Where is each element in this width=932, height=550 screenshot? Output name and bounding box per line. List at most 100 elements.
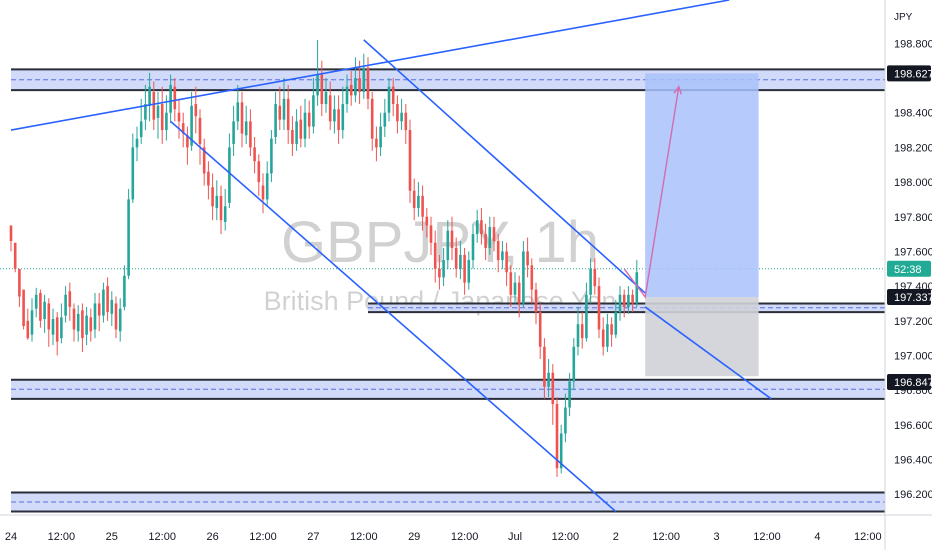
candle-23 <box>106 277 109 321</box>
candle-4 <box>26 308 30 340</box>
candle-105 <box>450 216 454 261</box>
candle-body-148 <box>631 294 634 304</box>
candle-body-36 <box>160 104 164 131</box>
candle-body-52 <box>228 147 231 203</box>
candle-20 <box>93 293 97 339</box>
candle-body-23 <box>106 286 109 313</box>
candle-102 <box>438 254 441 290</box>
candle-49 <box>215 180 219 221</box>
y-tick-label-3: 198.000 <box>894 177 932 189</box>
candle-body-121 <box>517 282 521 304</box>
candle-body-16 <box>76 313 80 332</box>
candle-134 <box>572 338 576 391</box>
candle-body-137 <box>585 294 588 339</box>
candle-body-48 <box>211 187 214 207</box>
candle-43 <box>190 91 193 151</box>
candle-96 <box>412 178 416 221</box>
candle-body-73 <box>316 74 319 96</box>
candle-98 <box>421 185 424 231</box>
candle-body-75 <box>324 91 328 105</box>
candle-28 <box>127 189 130 280</box>
candle-body-30 <box>135 138 139 148</box>
candle-14 <box>68 282 72 321</box>
candle-9 <box>47 298 51 347</box>
candle-71 <box>307 100 311 139</box>
candle-body-63 <box>274 104 277 137</box>
candle-body-129 <box>551 372 555 405</box>
y-tick-label-10: 196.600 <box>894 420 932 432</box>
candle-133 <box>568 372 571 417</box>
candle-115 <box>492 216 496 252</box>
candle-body-88 <box>379 126 382 148</box>
candle-56 <box>244 105 248 144</box>
candle-118 <box>505 242 508 287</box>
x-tick-label-1: 12:00 <box>48 531 76 543</box>
candle-8 <box>43 294 46 333</box>
candle-body-9 <box>47 303 51 330</box>
candle-body-67 <box>291 130 294 144</box>
candle-109 <box>467 251 471 290</box>
candle-body-40 <box>177 112 181 122</box>
candle-126 <box>538 303 542 359</box>
candle-18 <box>85 306 88 346</box>
candle-65 <box>282 78 286 131</box>
x-tick-label-6: 27 <box>307 531 319 543</box>
candle-body-98 <box>421 195 424 217</box>
x-tick-label-13: 12:00 <box>652 531 680 543</box>
candle-body-49 <box>215 195 219 209</box>
candle-58 <box>253 136 256 174</box>
candle-136 <box>580 312 584 349</box>
candle-119 <box>509 265 513 307</box>
candle-108 <box>463 247 466 295</box>
candle-135 <box>576 306 580 356</box>
y-tick-label-4: 197.800 <box>894 212 932 224</box>
candle-61 <box>265 161 269 207</box>
y-tick-label-8: 197.000 <box>894 350 932 362</box>
candle-body-111 <box>475 220 479 235</box>
price-badge-3: 196.847 <box>894 377 932 389</box>
candle-82 <box>354 57 357 103</box>
candle-body-80 <box>345 86 349 105</box>
candle-body-5 <box>30 310 34 335</box>
candle-body-136 <box>580 324 584 339</box>
candle-body-91 <box>391 86 395 105</box>
candle-body-84 <box>362 67 366 92</box>
candle-16 <box>76 305 80 342</box>
candle-body-13 <box>64 294 67 316</box>
candle-body-11 <box>55 317 59 342</box>
x-tick-label-9: 12:00 <box>451 531 479 543</box>
candle-body-90 <box>387 86 391 113</box>
y-tick-label-12: 196.200 <box>894 489 932 501</box>
x-tick-label-14: 3 <box>714 531 720 543</box>
candle-body-81 <box>349 84 353 96</box>
candle-body-26 <box>118 308 122 332</box>
candle-68 <box>295 109 298 151</box>
y-tick-label-5: 197.600 <box>894 246 932 258</box>
candle-body-120 <box>513 282 517 295</box>
candle-114 <box>488 216 492 255</box>
trendline-2 <box>170 120 617 513</box>
watermark-symbol: GBPJPY, 1h <box>281 210 599 275</box>
candle-body-28 <box>127 199 130 276</box>
x-tick-label-5: 12:00 <box>249 531 277 543</box>
candle-148 <box>631 289 634 313</box>
candle-76 <box>328 81 332 131</box>
candle-103 <box>442 247 445 287</box>
candle-body-124 <box>530 265 534 290</box>
projection-arrowhead <box>673 85 682 95</box>
x-tick-label-0: 24 <box>5 531 17 543</box>
candle-81 <box>349 71 353 106</box>
candle-body-14 <box>68 291 72 307</box>
candle-body-109 <box>467 260 471 283</box>
candle-78 <box>337 95 340 144</box>
projection-path <box>623 86 680 299</box>
candle-139 <box>593 258 597 295</box>
candle-146 <box>622 289 626 318</box>
candle-body-56 <box>244 121 248 136</box>
candle-100 <box>429 216 433 255</box>
candle-body-85 <box>366 67 370 99</box>
candle-body-116 <box>496 241 500 261</box>
candle-79 <box>341 86 345 139</box>
